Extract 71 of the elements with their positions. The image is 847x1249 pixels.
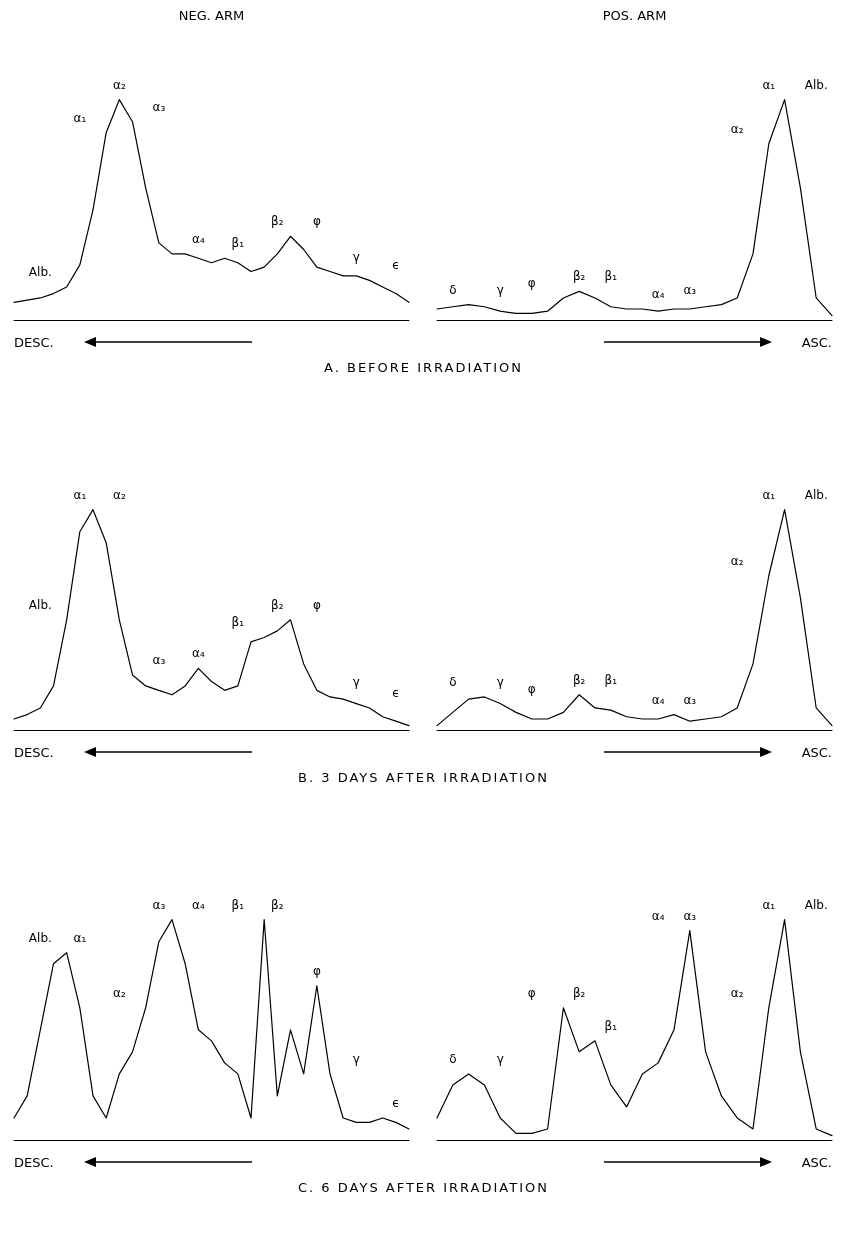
annotation: β₁ bbox=[604, 1018, 618, 1033]
annotation: α₃ bbox=[683, 908, 697, 923]
annotation: β₁ bbox=[231, 615, 245, 630]
annotation: φ bbox=[312, 214, 321, 229]
text: C. 6 DAYS AFTER IRRADIATION bbox=[297, 1180, 550, 1195]
annotation: α₄ bbox=[191, 231, 205, 246]
annotation: β₁ bbox=[231, 236, 245, 251]
annotation: α₄ bbox=[191, 646, 205, 661]
text: Alb. bbox=[804, 897, 828, 912]
annotation: β₁ bbox=[604, 269, 618, 284]
text: β₁ bbox=[231, 897, 245, 912]
x-axis-title: DESC. bbox=[14, 334, 54, 350]
annotation: γ bbox=[496, 1051, 504, 1066]
annotation: β₁ bbox=[604, 672, 618, 687]
annotation: ϵ bbox=[392, 685, 400, 700]
text: α₂ bbox=[112, 487, 126, 502]
annotation: α₄ bbox=[651, 286, 665, 301]
text: β₂ bbox=[271, 897, 284, 912]
annotation: φ bbox=[527, 275, 536, 290]
annotation: φ bbox=[527, 681, 536, 696]
annotation: β₂ bbox=[271, 214, 284, 229]
annotation: α₂ bbox=[730, 985, 744, 1000]
chart-title: POS. ARM bbox=[602, 8, 667, 23]
annotation: δ bbox=[449, 674, 457, 689]
text: α₂ bbox=[112, 77, 126, 92]
text: α₁ bbox=[762, 77, 776, 92]
annotation: α₃ bbox=[683, 282, 697, 297]
x-axis-title: ASC. bbox=[801, 334, 832, 350]
annotation: α₃ bbox=[152, 99, 166, 114]
annotation: Alb. bbox=[28, 930, 52, 945]
annotation: γ bbox=[352, 249, 360, 264]
annotation: α₂ bbox=[730, 121, 744, 136]
x-axis-title: DESC. bbox=[14, 1154, 54, 1170]
text: α₃ bbox=[152, 897, 166, 912]
annotation: α₁ bbox=[73, 930, 87, 945]
annotation: β₂ bbox=[572, 269, 586, 284]
x-axis-title: DESC. bbox=[14, 744, 54, 760]
annotation: γ bbox=[496, 674, 504, 689]
annotation: α₂ bbox=[112, 985, 126, 1000]
text: A. BEFORE IRRADIATION bbox=[323, 360, 524, 375]
annotation: β₂ bbox=[271, 597, 284, 612]
x-axis-title: ASC. bbox=[801, 744, 832, 760]
annotation: ϵ bbox=[392, 1095, 400, 1110]
annotation: γ bbox=[496, 282, 504, 297]
annotation: φ bbox=[312, 963, 321, 978]
text: α₄ bbox=[191, 897, 205, 912]
annotation: Alb. bbox=[28, 597, 52, 612]
annotation: α₄ bbox=[651, 692, 665, 707]
annotation: φ bbox=[527, 985, 536, 1000]
annotation: β₂ bbox=[572, 672, 586, 687]
text: α₁ bbox=[73, 487, 87, 502]
annotation: α₁ bbox=[73, 110, 87, 125]
annotation: α₂ bbox=[730, 553, 744, 568]
text: α₁ bbox=[762, 487, 776, 502]
text: α₁ bbox=[762, 897, 776, 912]
annotation: α₃ bbox=[152, 652, 166, 667]
text: Alb. bbox=[804, 487, 828, 502]
annotation: γ bbox=[352, 674, 360, 689]
annotation: α₃ bbox=[683, 692, 697, 707]
x-axis-title: ASC. bbox=[801, 1154, 832, 1170]
text: Alb. bbox=[804, 77, 828, 92]
annotation: ϵ bbox=[392, 258, 400, 273]
annotation: β₂ bbox=[572, 985, 586, 1000]
annotation: δ bbox=[449, 1051, 457, 1066]
annotation: Alb. bbox=[28, 264, 52, 279]
annotation: α₄ bbox=[651, 908, 665, 923]
annotation: φ bbox=[312, 597, 321, 612]
text: B. 3 DAYS AFTER IRRADIATION bbox=[297, 770, 550, 785]
annotation: δ bbox=[449, 282, 457, 297]
annotation: γ bbox=[352, 1051, 360, 1066]
chart-title: NEG. ARM bbox=[178, 8, 245, 23]
